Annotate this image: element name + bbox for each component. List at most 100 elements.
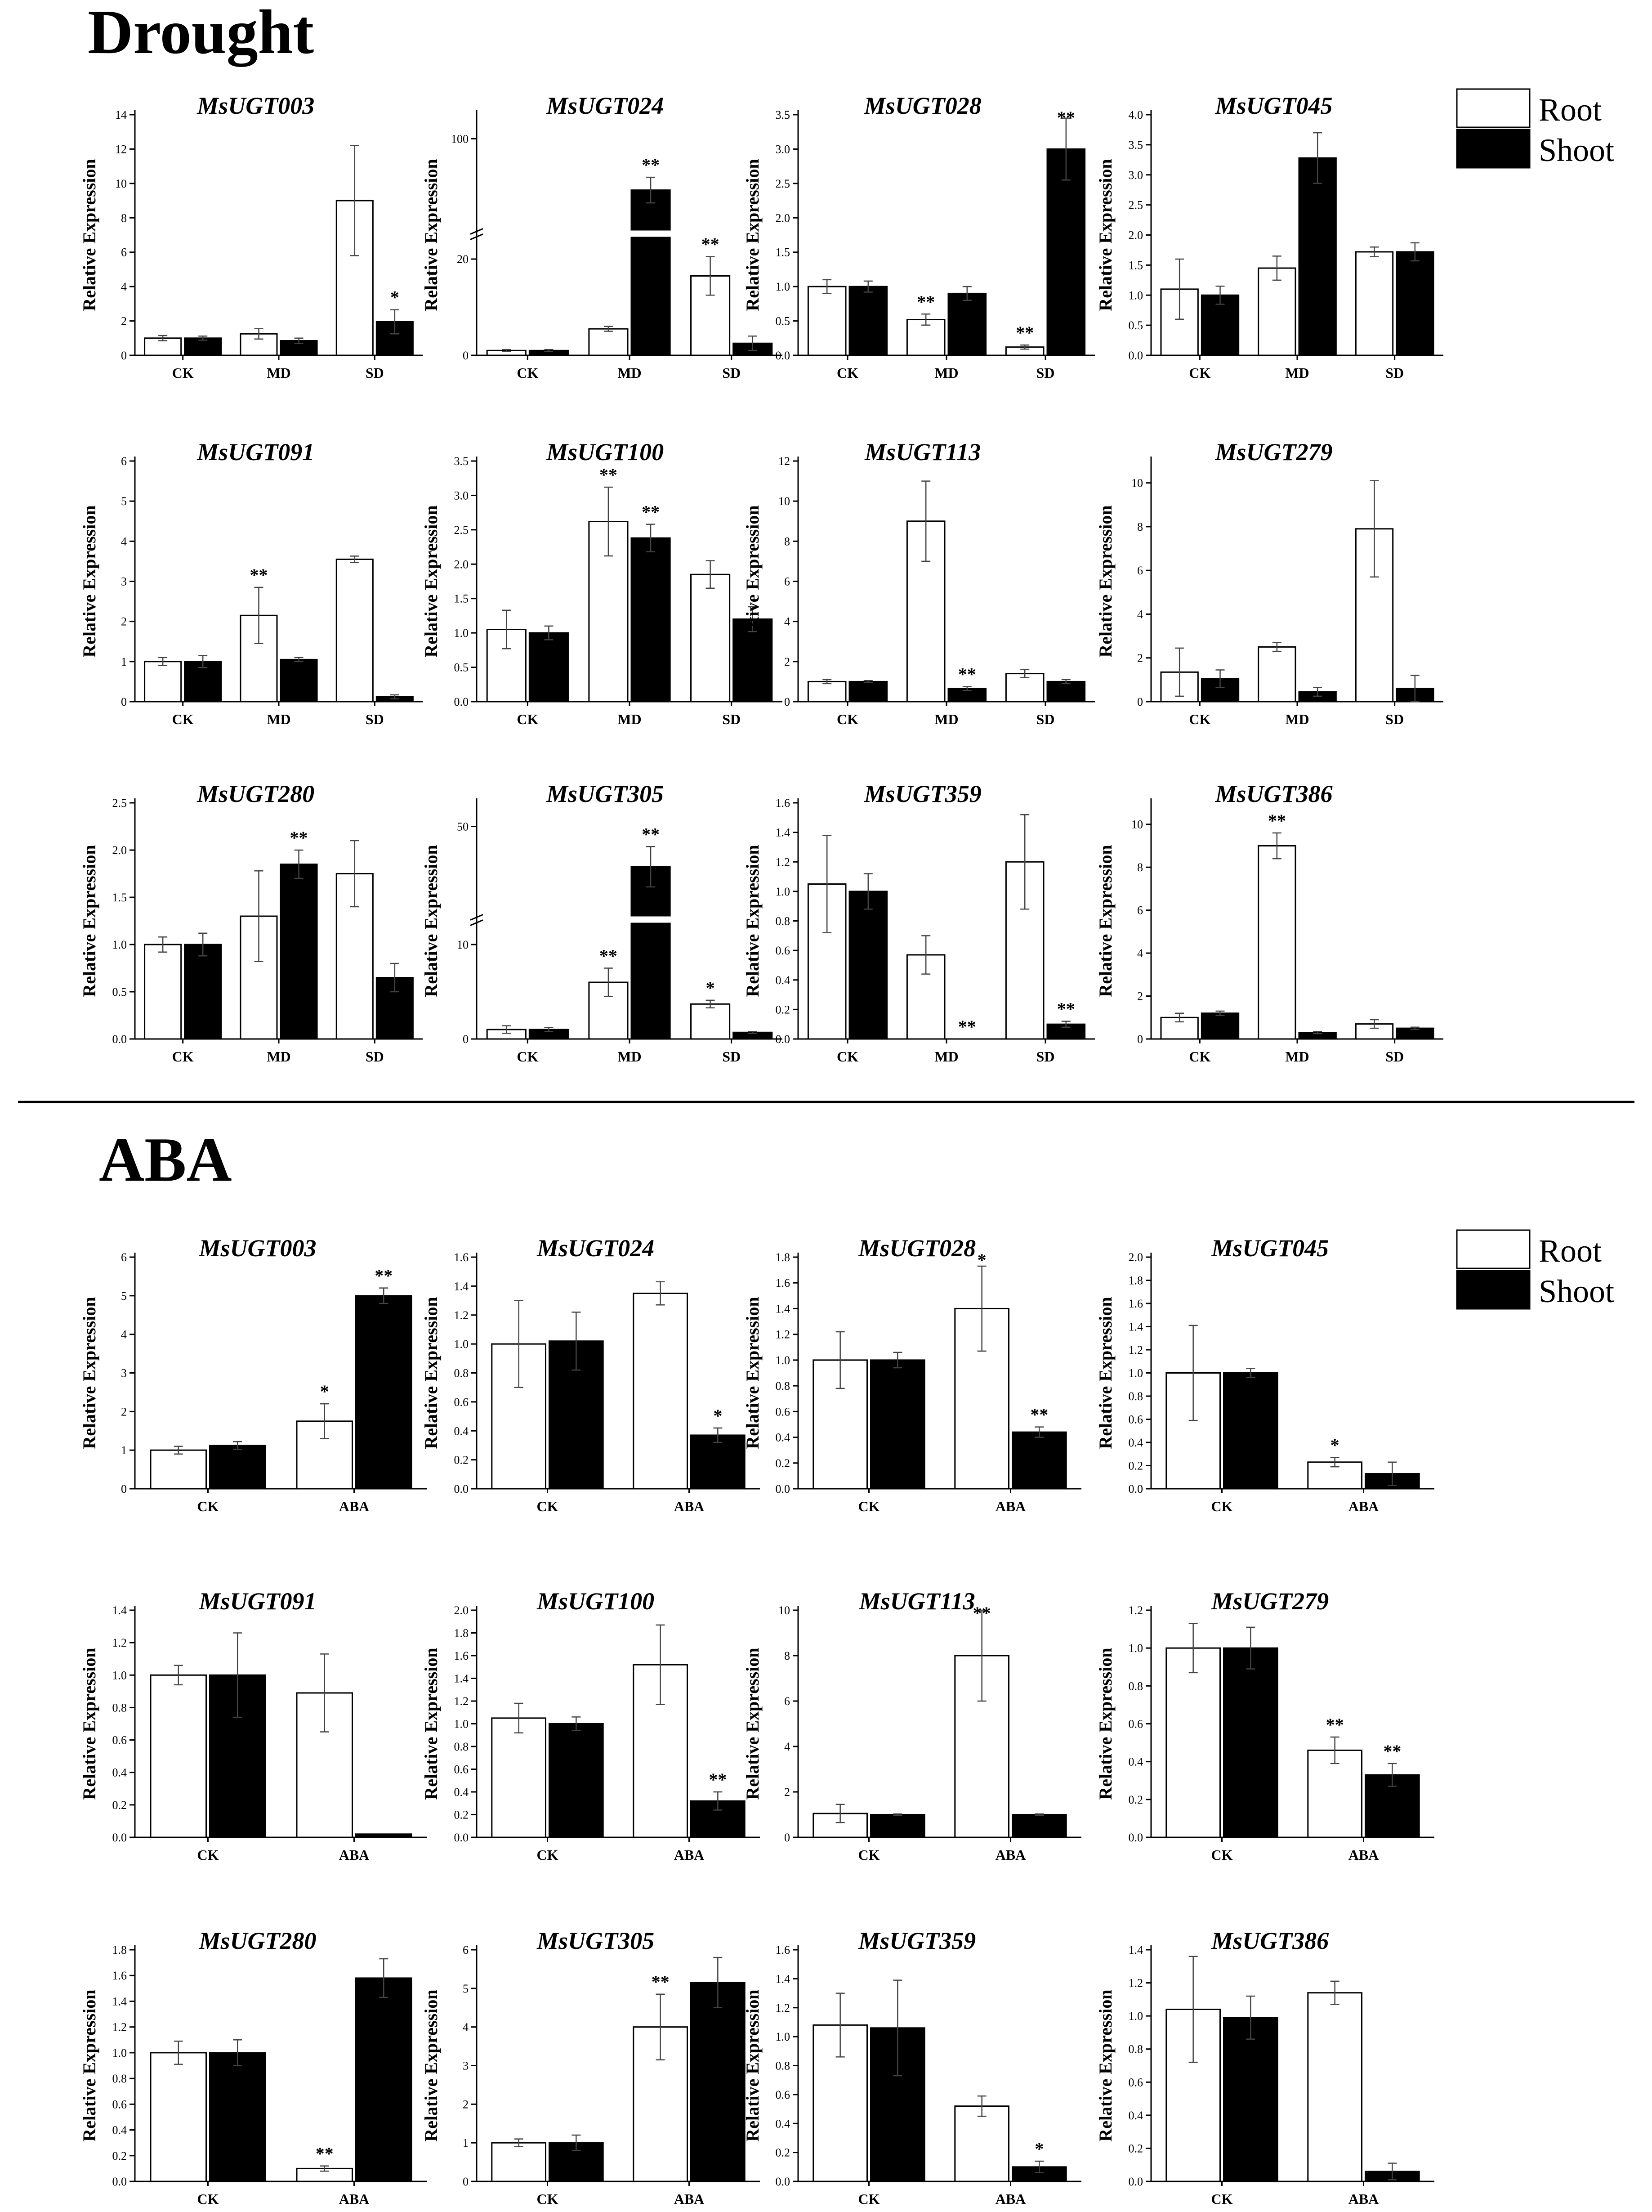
y-tick-label: 1.0 xyxy=(1129,289,1143,302)
y-tick-label: 0 xyxy=(463,1033,469,1046)
chart-aba-msugt091: 0.0 0.2 0.4 0.6 0.8 1.0 1.2 1.4 Relative Express… xyxy=(79,1588,427,1863)
y-tick-label: 6 xyxy=(121,1251,127,1264)
root-bar xyxy=(1005,673,1045,703)
y-tick-label: 8 xyxy=(121,211,127,224)
y-tick-label: 0.4 xyxy=(1129,2109,1143,2122)
root-bar xyxy=(1258,646,1296,703)
shoot-bar xyxy=(1396,251,1434,356)
y-tick-label: 0.5 xyxy=(776,315,790,328)
y-tick-label: 0.0 xyxy=(454,1831,469,1844)
y-tick-label: 0.8 xyxy=(776,915,790,928)
root-bar xyxy=(690,573,731,703)
shoot-bar xyxy=(1223,2017,1278,2182)
shoot-bar xyxy=(209,2052,266,2182)
y-axis-label: Relative Expression xyxy=(1095,505,1116,657)
bar-break-band xyxy=(630,230,671,237)
chart-title: MsUGT100 xyxy=(536,1588,654,1615)
y-tick-label: 0.8 xyxy=(454,1740,469,1753)
y-tick-label: 8 xyxy=(784,1649,790,1662)
shoot-bar xyxy=(1012,1431,1067,1490)
significance-label: * xyxy=(320,1381,329,1402)
y-tick-label: 3 xyxy=(463,2060,469,2073)
significance-label: ** xyxy=(1057,107,1075,128)
y-tick-label: 1.4 xyxy=(1129,1321,1143,1334)
chart-drought-msugt279: 0 2 4 6 8 10 Relative Expression MsUGT279 CK MD SD xyxy=(1095,439,1443,727)
y-tick-label: 0.2 xyxy=(776,1457,790,1470)
x-category-label: CK xyxy=(517,365,538,381)
chart-title: MsUGT024 xyxy=(546,92,664,119)
significance-label: ** xyxy=(1016,322,1034,343)
legend-swatch-root xyxy=(1456,1229,1531,1269)
y-tick-label: 0.2 xyxy=(112,2149,127,2163)
shoot-bar xyxy=(630,866,671,1040)
y-tick-label: 5 xyxy=(121,1290,127,1303)
axis-break-mark xyxy=(470,919,483,926)
y-tick-label: 10 xyxy=(1131,818,1143,831)
y-axis-label: Relative Expression xyxy=(742,1989,763,2141)
chart-drought-msugt359: 0.0 0.2 0.4 0.6 0.8 1.0 1.2 1.4 1.6 Relative Expr… xyxy=(742,780,1095,1065)
shoot-bar xyxy=(690,1982,746,2182)
significance-label: ** xyxy=(375,1266,393,1286)
root-bar xyxy=(807,681,847,703)
shoot-bar xyxy=(549,1723,604,1838)
y-tick-label: 0.5 xyxy=(454,661,469,674)
x-category-label: MD xyxy=(1285,711,1309,727)
y-axis-label: Relative Expression xyxy=(1095,1989,1116,2141)
significance-label: ** xyxy=(958,1016,976,1037)
y-tick-label: 1.4 xyxy=(1129,1943,1143,1957)
chart-title: MsUGT113 xyxy=(859,1588,975,1615)
y-tick-label: 0.2 xyxy=(454,1454,469,1467)
y-axis-label: Relative Expression xyxy=(79,845,99,997)
shoot-bar xyxy=(184,661,222,703)
significance-label: ** xyxy=(652,1972,670,1992)
y-tick-label: 0 xyxy=(463,349,469,362)
shoot-bar xyxy=(630,189,671,356)
x-category-label: SD xyxy=(1385,711,1404,727)
y-tick-label: 2.0 xyxy=(454,1604,469,1617)
shoot-bar xyxy=(1046,681,1086,703)
y-tick-label: 0.6 xyxy=(1129,1718,1143,1731)
shoot-bar xyxy=(184,944,222,1040)
root-bar xyxy=(690,1003,731,1040)
y-axis-label: Relative Expression xyxy=(1095,1297,1116,1449)
y-tick-label: 0.6 xyxy=(112,2098,127,2111)
x-category-label: SD xyxy=(1036,365,1055,381)
chart-title: MsUGT003 xyxy=(198,1235,316,1262)
chart-title: MsUGT280 xyxy=(198,1927,316,1954)
y-tick-label: 100 xyxy=(451,133,469,146)
x-category-label: ABA xyxy=(674,1498,705,1514)
x-category-label: ABA xyxy=(1348,2191,1379,2207)
y-tick-label: 0.8 xyxy=(112,1701,127,1714)
y-tick-label: 0.0 xyxy=(454,1482,469,1496)
x-category-label: CK xyxy=(537,2191,558,2207)
y-tick-label: 1.5 xyxy=(776,246,790,259)
x-category-label: CK xyxy=(858,1498,880,1514)
y-tick-label: 1.4 xyxy=(454,1672,469,1685)
y-tick-label: 0.4 xyxy=(112,1766,127,1779)
legend-label-shoot: Shoot xyxy=(1539,1273,1614,1309)
y-axis-label: Relative Expression xyxy=(421,1989,441,2141)
x-category-label: ABA xyxy=(339,2191,370,2207)
x-category-label: MD xyxy=(617,1048,641,1065)
y-tick-label: 1.0 xyxy=(454,627,469,640)
significance-label: ** xyxy=(250,565,268,585)
shoot-bar xyxy=(1223,1647,1278,1838)
y-tick-label: 0 xyxy=(463,2175,469,2188)
y-tick-label: 2.0 xyxy=(776,211,790,224)
y-tick-label: 1.4 xyxy=(112,1604,127,1617)
y-tick-label: 6 xyxy=(121,455,127,468)
y-tick-label: 4 xyxy=(1137,947,1143,960)
chart-drought-msugt100: 0.0 0.5 1.0 1.5 2.0 2.5 3.0 3.5 Relative Express… xyxy=(421,439,782,727)
significance-label: ** xyxy=(1057,999,1075,1019)
chart-title: MsUGT359 xyxy=(858,1927,976,1954)
y-tick-label: 2.0 xyxy=(1129,229,1143,242)
y-tick-label: 8 xyxy=(1137,520,1143,533)
shoot-bar xyxy=(528,632,569,703)
chart-drought-msugt091: 0 1 2 3 4 5 6 Relative Expression MsUGT091 CK MD **… xyxy=(79,439,423,727)
y-tick-label: 1.0 xyxy=(776,2030,790,2043)
y-tick-label: 1.0 xyxy=(776,1354,790,1367)
y-tick-label: 0.0 xyxy=(1129,1482,1143,1496)
x-category-label: MD xyxy=(934,711,958,727)
